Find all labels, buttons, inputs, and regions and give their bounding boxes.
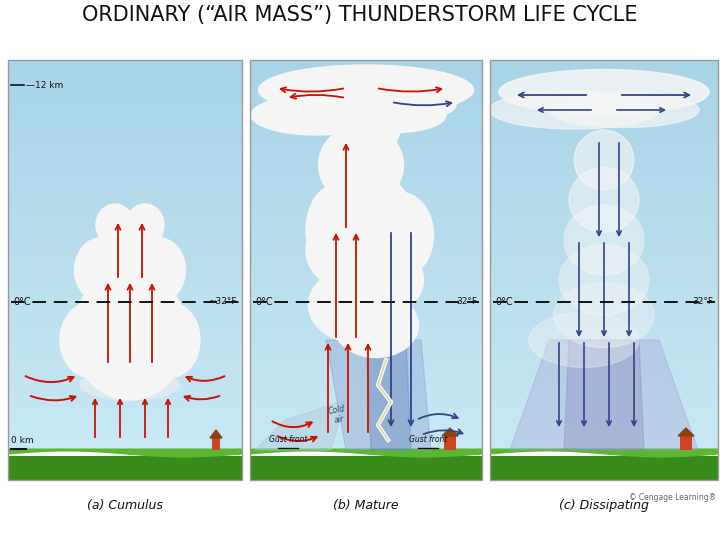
- Ellipse shape: [338, 85, 394, 135]
- Bar: [8, 60, 242, 480]
- Ellipse shape: [499, 70, 709, 114]
- Ellipse shape: [251, 95, 381, 135]
- Polygon shape: [678, 428, 694, 436]
- Polygon shape: [326, 340, 431, 450]
- Ellipse shape: [258, 65, 474, 115]
- Polygon shape: [255, 400, 346, 450]
- Ellipse shape: [331, 175, 411, 245]
- Polygon shape: [510, 340, 698, 450]
- Ellipse shape: [529, 313, 639, 368]
- Ellipse shape: [276, 85, 456, 125]
- Ellipse shape: [140, 302, 200, 377]
- Ellipse shape: [369, 192, 433, 278]
- Ellipse shape: [489, 91, 659, 129]
- Ellipse shape: [346, 98, 446, 132]
- Ellipse shape: [130, 238, 186, 302]
- Text: ORDINARY (“AIR MASS”) THUNDERSTORM LIFE CYCLE: ORDINARY (“AIR MASS”) THUNDERSTORM LIFE …: [82, 5, 638, 25]
- Ellipse shape: [331, 92, 401, 158]
- Text: —12 km: —12 km: [26, 80, 63, 90]
- Text: Cold
air: Cold air: [328, 404, 348, 426]
- Text: © Cengage Learning®: © Cengage Learning®: [629, 494, 716, 503]
- Ellipse shape: [338, 245, 423, 315]
- Text: (b) Mature: (b) Mature: [333, 498, 399, 511]
- Text: Gust front: Gust front: [409, 435, 447, 444]
- Ellipse shape: [96, 204, 134, 246]
- Text: Gust front: Gust front: [269, 435, 307, 444]
- Bar: [250, 60, 482, 480]
- Ellipse shape: [564, 205, 644, 275]
- Text: 0°C: 0°C: [495, 297, 513, 307]
- Text: 0°C: 0°C: [255, 297, 273, 307]
- Polygon shape: [564, 340, 644, 450]
- Text: 32°F: 32°F: [456, 298, 477, 307]
- Ellipse shape: [554, 282, 654, 348]
- Text: 0°C: 0°C: [13, 297, 31, 307]
- Text: 0 km: 0 km: [11, 436, 34, 445]
- Text: (c) Dissipating: (c) Dissipating: [559, 498, 649, 511]
- Ellipse shape: [308, 267, 403, 342]
- Text: 32°F: 32°F: [692, 298, 713, 307]
- Ellipse shape: [574, 130, 634, 190]
- Ellipse shape: [102, 215, 158, 275]
- Ellipse shape: [74, 238, 130, 302]
- Polygon shape: [442, 428, 458, 436]
- Ellipse shape: [80, 370, 180, 400]
- Polygon shape: [210, 430, 222, 438]
- Text: ~32°F: ~32°F: [209, 298, 237, 307]
- Polygon shape: [366, 340, 411, 450]
- Bar: [490, 60, 718, 480]
- Ellipse shape: [549, 92, 699, 127]
- Ellipse shape: [569, 167, 639, 233]
- Ellipse shape: [333, 293, 418, 357]
- Ellipse shape: [306, 210, 396, 290]
- Ellipse shape: [126, 204, 164, 246]
- Ellipse shape: [306, 185, 366, 275]
- Ellipse shape: [60, 302, 120, 377]
- Ellipse shape: [318, 125, 403, 205]
- Text: (a) Cumulus: (a) Cumulus: [87, 498, 163, 511]
- Ellipse shape: [559, 245, 649, 315]
- Ellipse shape: [73, 270, 187, 400]
